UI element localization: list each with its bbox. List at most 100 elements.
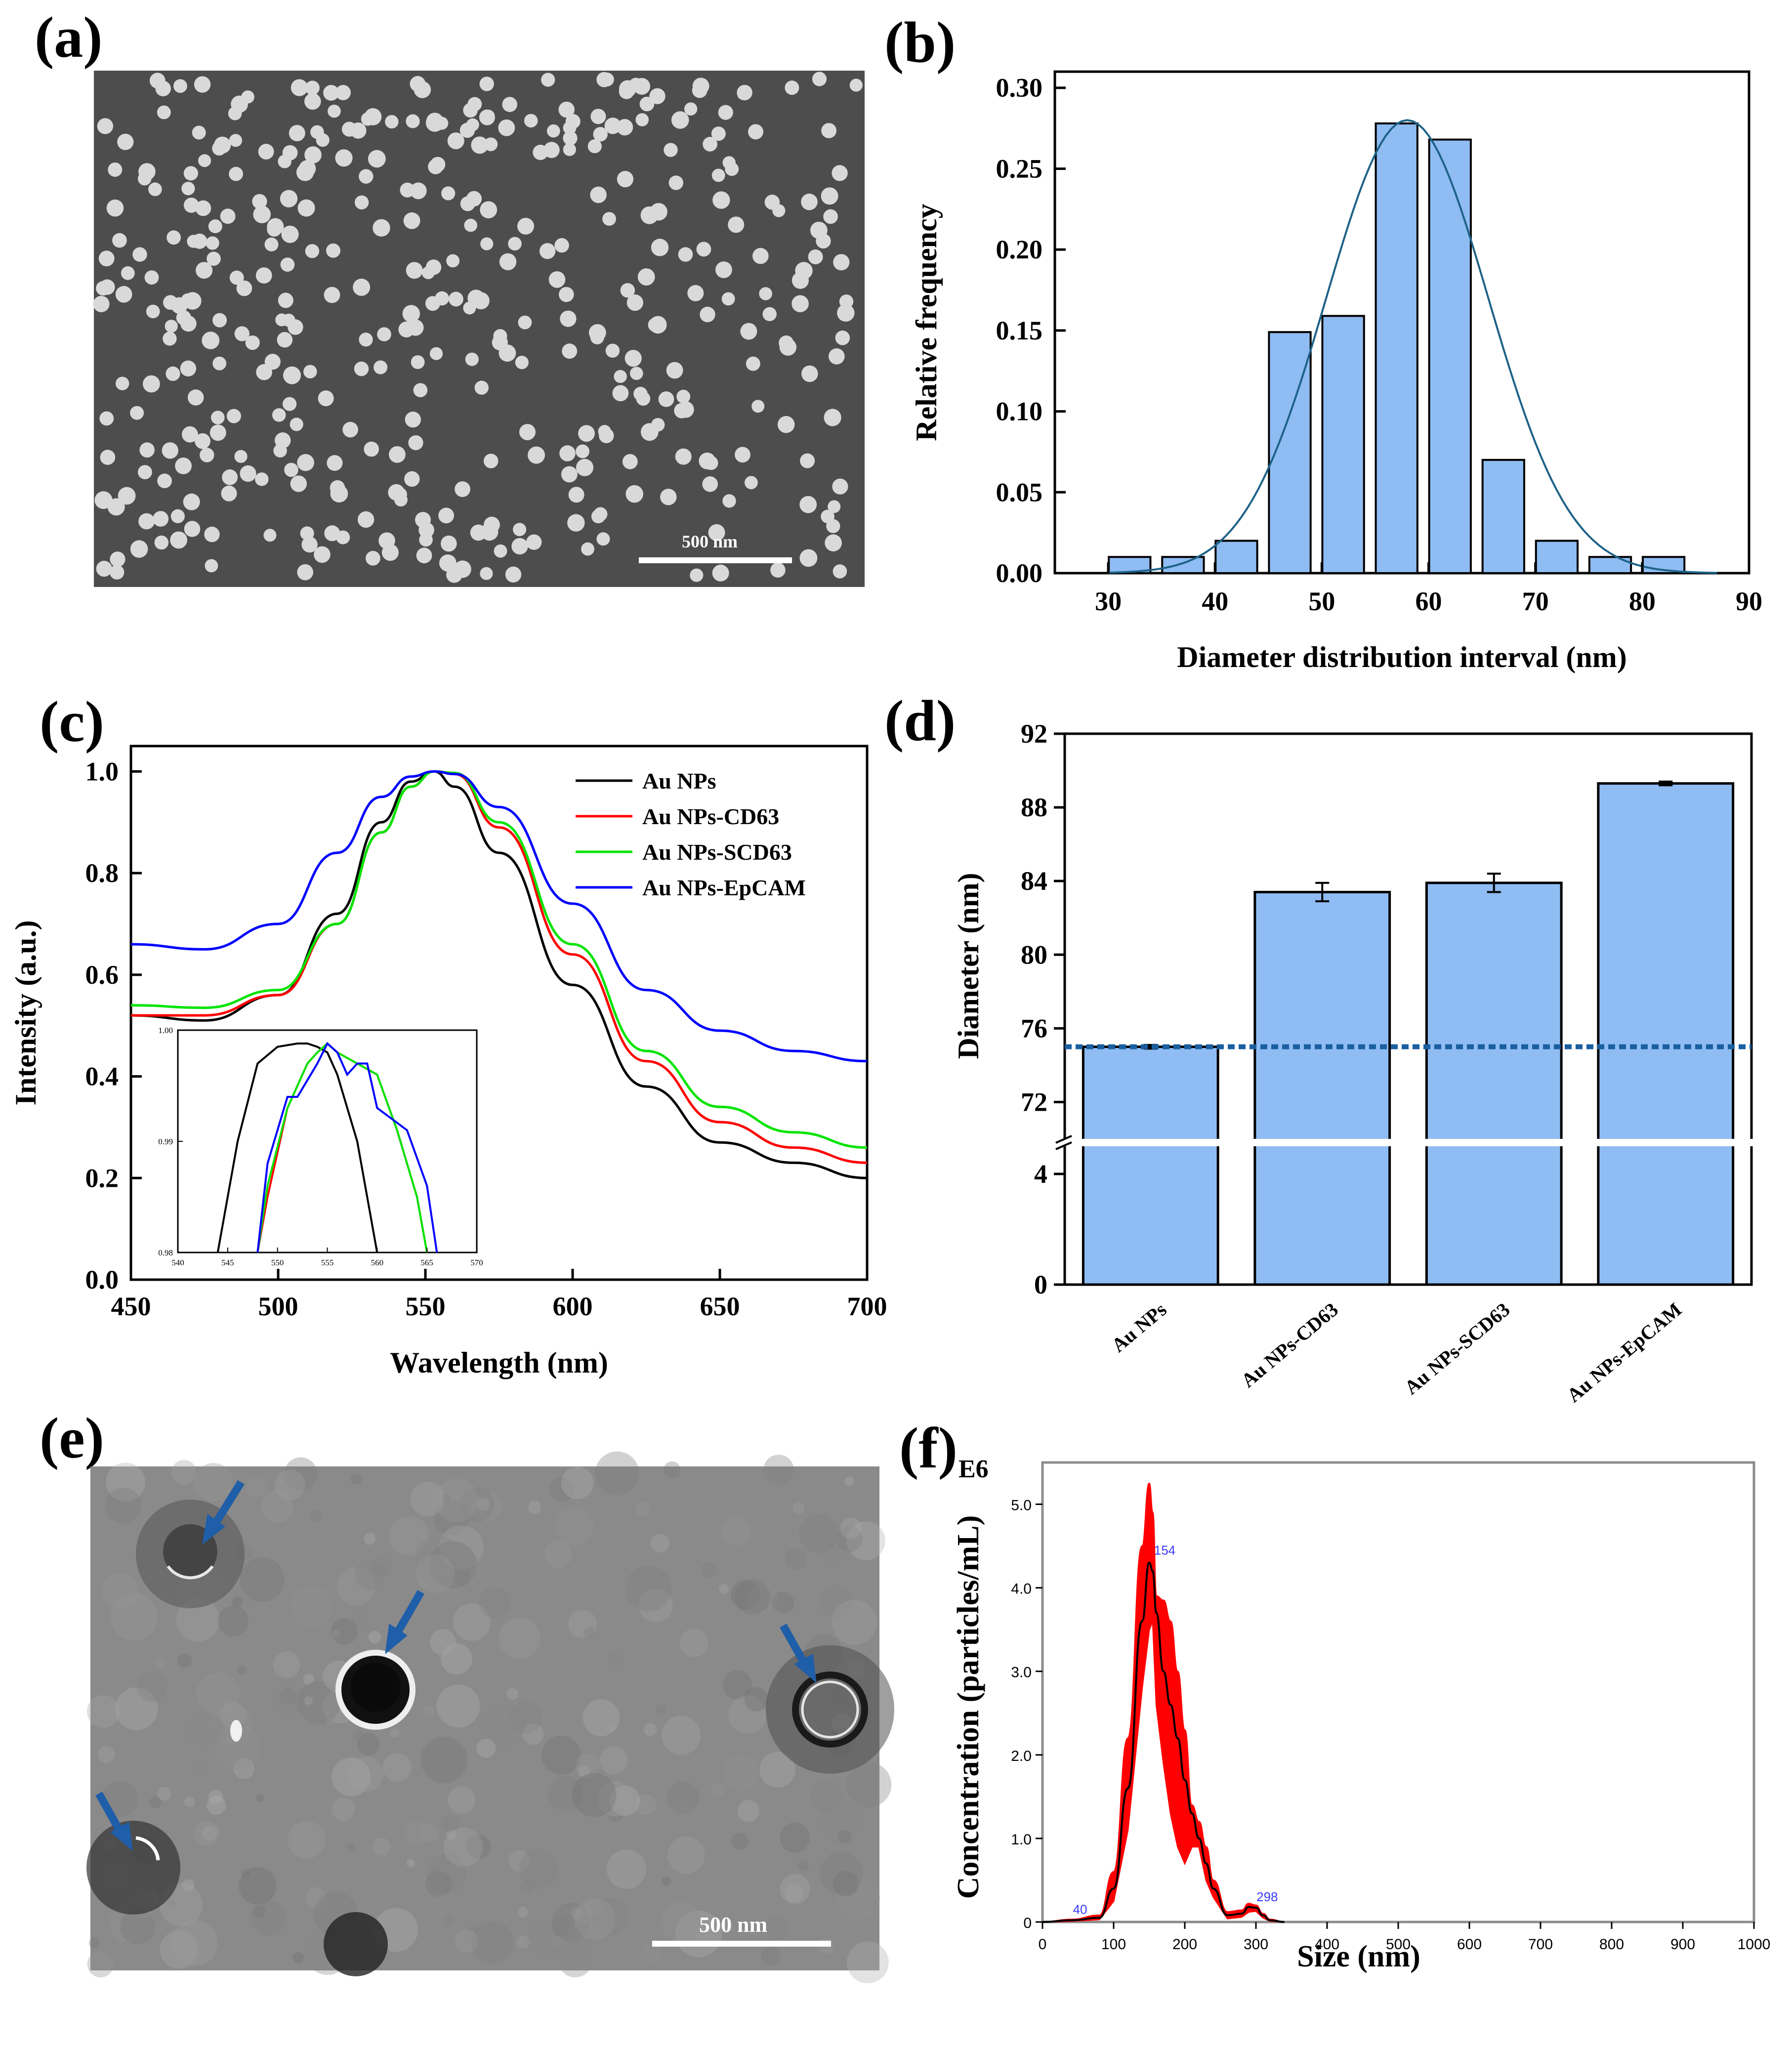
- plot-frame: [1063, 732, 1753, 1286]
- nanoparticle: [668, 175, 684, 190]
- y-tick-label: 0.20: [996, 235, 1043, 264]
- x-tick-label: 80: [1629, 586, 1656, 616]
- nanoparticle: [559, 445, 576, 461]
- nanoparticle: [207, 251, 221, 266]
- texture-blob: [160, 1930, 198, 1969]
- nanoparticle: [183, 198, 199, 213]
- nanoparticle: [605, 343, 620, 358]
- x-tick-label: 90: [1736, 586, 1762, 616]
- nanoparticle: [144, 270, 159, 285]
- texture-blob: [426, 1853, 466, 1893]
- panel-a: (a) 500 nm: [35, 5, 865, 587]
- nanoparticle: [660, 489, 677, 505]
- nanoparticle: [359, 169, 374, 184]
- texture-blob: [423, 1705, 435, 1716]
- nanoparticle: [666, 362, 683, 379]
- nanoparticle: [576, 459, 594, 476]
- nanoparticle: [221, 485, 237, 501]
- texture-blob: [110, 1593, 158, 1641]
- texture-blob: [517, 1907, 529, 1918]
- texture-blob: [735, 1579, 770, 1615]
- texture-blob: [184, 1796, 195, 1807]
- texture-blob: [233, 1757, 255, 1779]
- y-tick-label: 0.0: [85, 1265, 119, 1294]
- texture-blob: [369, 1890, 381, 1902]
- panel-b-label: (b): [884, 10, 956, 75]
- nanoparticle: [616, 119, 633, 136]
- nanoparticle: [711, 126, 726, 141]
- nanoparticle: [290, 475, 307, 492]
- peak-label: 154: [1154, 1543, 1175, 1557]
- y-tick-label: 92: [1021, 719, 1047, 749]
- texture-blob: [261, 1490, 294, 1523]
- texture-blob: [639, 1588, 673, 1623]
- nanoparticle: [264, 354, 281, 370]
- texture-blob: [567, 1923, 594, 1950]
- nanoparticle: [800, 453, 815, 468]
- y-tick-label: 76: [1021, 1013, 1047, 1043]
- texture-blob: [390, 1728, 400, 1738]
- mean-line: [1042, 1561, 1285, 1923]
- nanoparticle: [614, 370, 627, 383]
- nanoparticle: [494, 544, 507, 558]
- nanoparticle: [472, 292, 490, 310]
- nanoparticle: [234, 450, 248, 463]
- nanoparticle: [253, 206, 271, 223]
- y-tick-label: 1.0: [85, 756, 119, 786]
- nanoparticle: [821, 123, 836, 138]
- nanoparticle: [590, 109, 606, 125]
- nanoparticle: [524, 114, 538, 128]
- nanoparticle: [678, 247, 693, 262]
- nanoparticle: [498, 119, 515, 136]
- nanoparticle: [675, 448, 692, 465]
- texture-blob: [634, 1794, 656, 1815]
- nanoparticle: [196, 262, 213, 279]
- nanoparticle: [209, 424, 226, 441]
- nanoparticle: [206, 236, 219, 250]
- nanoparticle: [323, 84, 339, 101]
- texture-blob: [723, 1754, 760, 1791]
- texture-blob: [737, 1800, 759, 1822]
- nanoparticle: [166, 366, 180, 381]
- nanoparticle: [175, 458, 192, 474]
- nanoparticle: [184, 521, 201, 537]
- inset-x-tick-label: 570: [470, 1258, 483, 1267]
- nanoparticle: [715, 261, 732, 278]
- texture-blob: [176, 1597, 220, 1642]
- texture-blob: [549, 1477, 574, 1502]
- texture-blob: [101, 1573, 139, 1610]
- texture-blob: [542, 1735, 581, 1775]
- nanoparticle: [278, 292, 293, 308]
- nanoparticle: [241, 90, 254, 104]
- texture-blob: [161, 1946, 186, 1971]
- nanoparticle: [368, 150, 386, 168]
- nanoparticle: [162, 442, 178, 459]
- texture-blob: [509, 1701, 543, 1734]
- texture-blob: [731, 1832, 749, 1850]
- plot-frame: [129, 745, 869, 1281]
- x-tick-label: 600: [553, 1292, 593, 1321]
- texture-blob: [847, 1941, 889, 1984]
- nanoparticle: [690, 568, 704, 582]
- nanoparticle: [620, 283, 635, 298]
- panel-d-label: (d): [884, 688, 956, 753]
- nanoparticle: [528, 446, 545, 464]
- nanoparticle: [170, 531, 187, 549]
- texture-blob: [120, 1909, 156, 1945]
- texture-blob: [823, 1543, 845, 1566]
- inset-y-tick-label: 0.99: [158, 1137, 173, 1146]
- texture-blob: [446, 1829, 457, 1840]
- nanoparticle: [824, 409, 841, 426]
- nanoparticle: [394, 493, 408, 507]
- texture-blob: [332, 1629, 340, 1638]
- nanoparticle: [596, 532, 610, 546]
- texture-blob: [517, 1935, 530, 1949]
- nanoparticle: [567, 514, 585, 532]
- nanoparticle: [519, 424, 536, 440]
- nanoparticle: [173, 79, 187, 93]
- texture-blob: [326, 1717, 335, 1726]
- nanoparticle: [283, 366, 301, 384]
- texture-blob: [583, 1699, 620, 1737]
- nanoparticle: [110, 551, 125, 567]
- texture-blob: [193, 1820, 220, 1847]
